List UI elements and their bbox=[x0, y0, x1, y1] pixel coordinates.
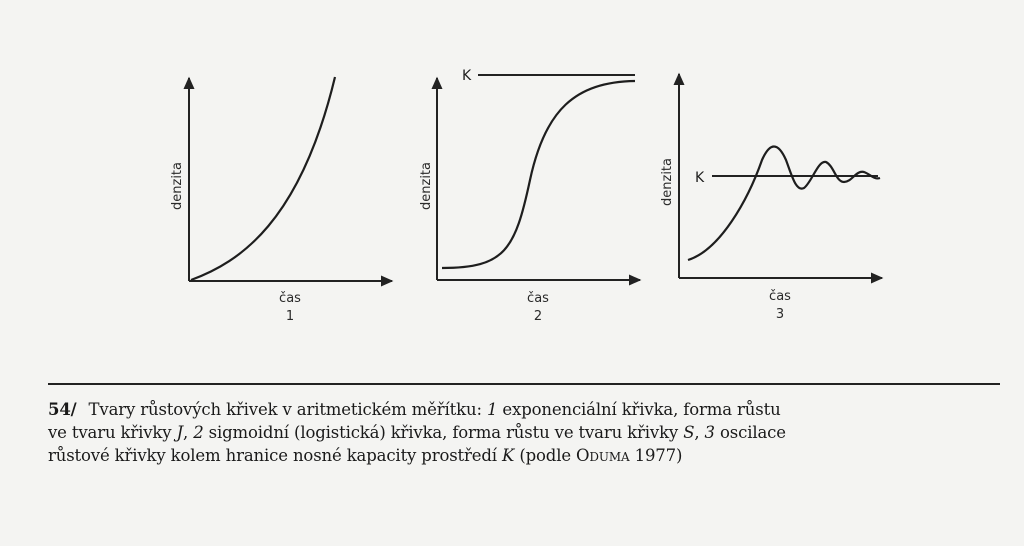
caption-number: 54/ bbox=[48, 400, 77, 419]
panel-1-number: 1 bbox=[286, 309, 294, 324]
panel-2-xlabel: čas bbox=[527, 291, 549, 306]
panel-1-exponential-curve bbox=[190, 76, 337, 282]
panel-2-ylabel: denzita bbox=[419, 162, 434, 210]
panel-3-number: 3 bbox=[776, 307, 784, 322]
panel-3-oscillating-curve bbox=[687, 145, 881, 262]
panel-3-xlabel: čas bbox=[769, 289, 791, 304]
panel-2-k-label: K bbox=[462, 68, 472, 84]
panel-2-sigmoid-curve bbox=[441, 79, 636, 270]
caption-rule bbox=[48, 383, 1000, 385]
panel-1-ylabel: denzita bbox=[170, 162, 185, 210]
panel-3-k-label: K bbox=[695, 170, 705, 186]
figure-caption: 54/Tvary růstových křivek v aritmetickém… bbox=[48, 398, 998, 467]
panel-3-ylabel: denzita bbox=[660, 158, 675, 206]
caption-line-1: 54/Tvary růstových křivek v aritmetickém… bbox=[48, 400, 781, 419]
growth-curves-figure: denzita čas 1 K denzita čas 2 K denzita … bbox=[170, 68, 884, 324]
caption-line-2: ve tvaru křivky J, 2 sigmoidní (logistic… bbox=[48, 423, 786, 442]
panel-3: K denzita čas 3 bbox=[660, 72, 884, 322]
panel-2: K denzita čas 2 bbox=[419, 68, 642, 324]
panel-2-number: 2 bbox=[534, 309, 542, 324]
caption-line-3: růstové křivky kolem hranice nosné kapac… bbox=[48, 446, 683, 465]
panel-1: denzita čas 1 bbox=[170, 76, 394, 324]
panel-1-xlabel: čas bbox=[279, 291, 301, 306]
